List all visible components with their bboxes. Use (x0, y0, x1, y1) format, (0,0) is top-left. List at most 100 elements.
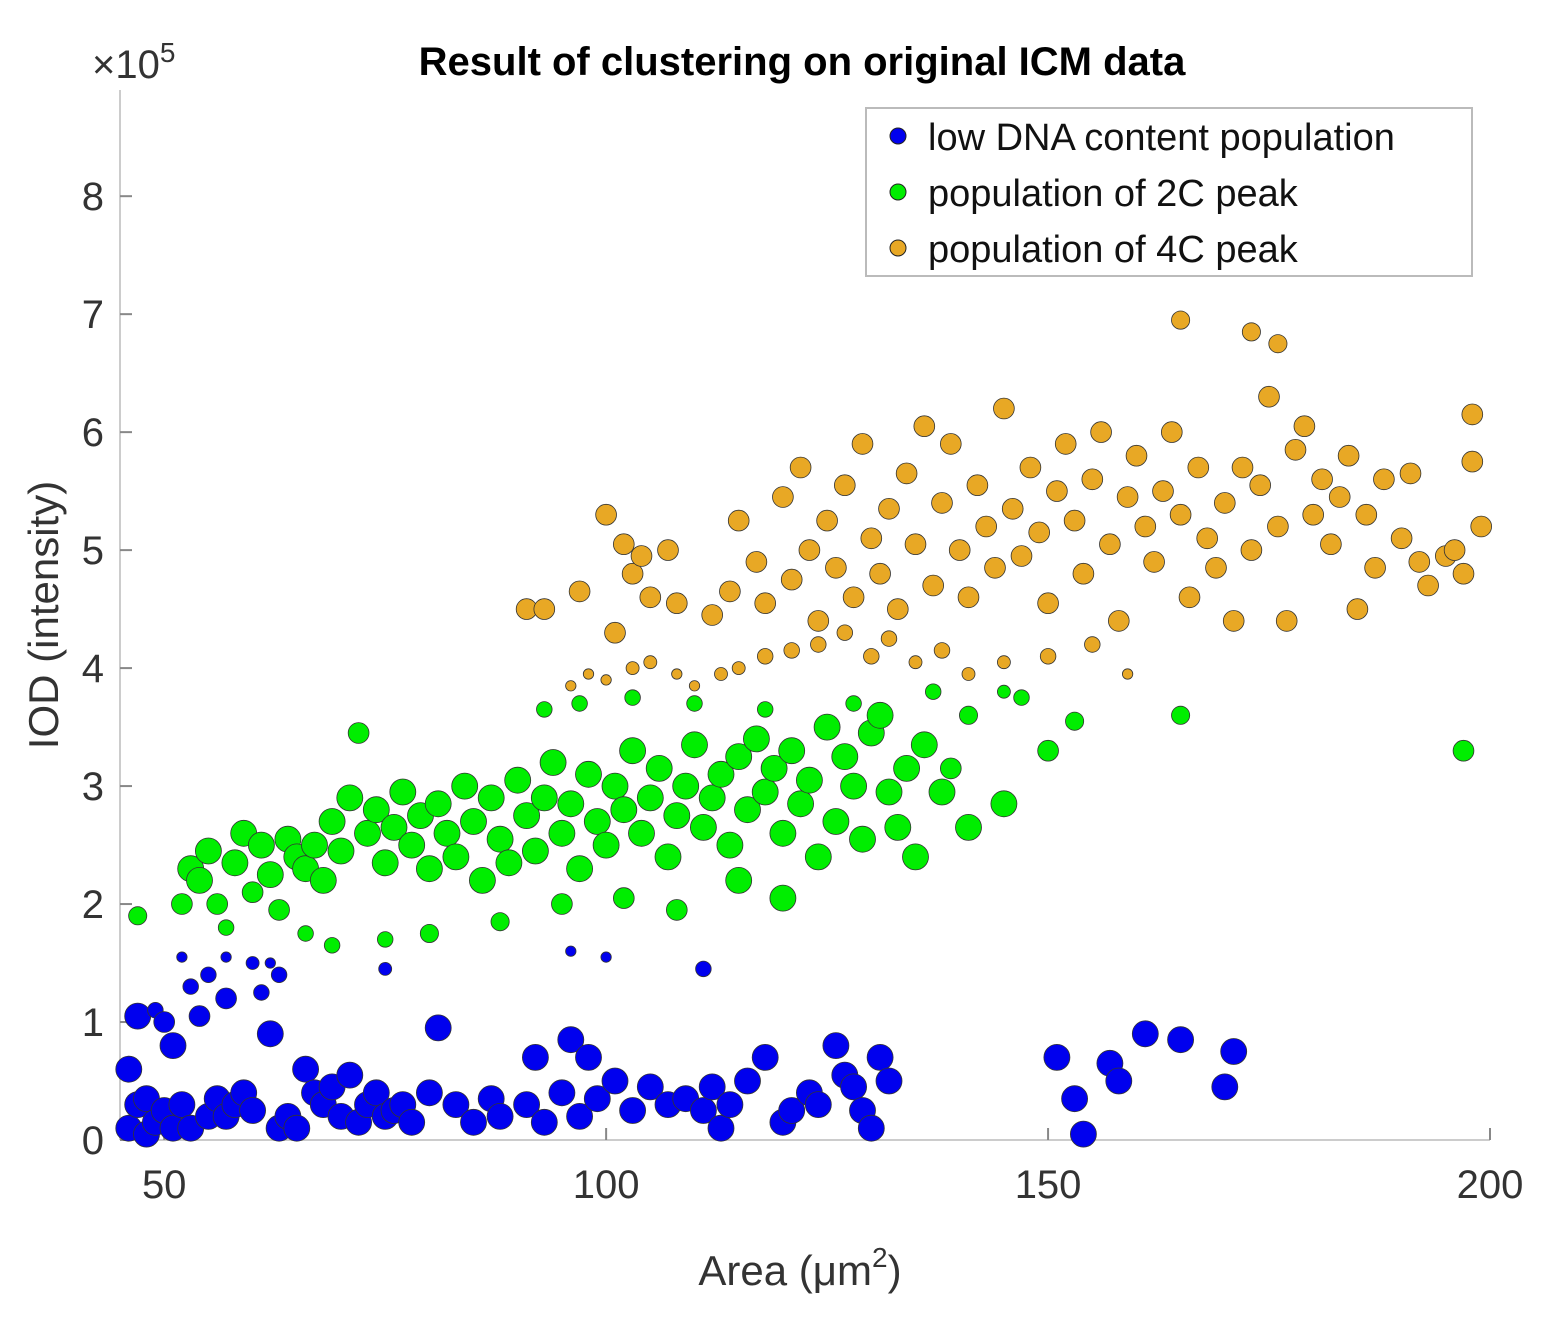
peak-2c-point (536, 701, 553, 718)
chart-title: Result of clustering on original ICM dat… (419, 40, 1186, 84)
peak-4c-point (798, 539, 821, 561)
peak-2c-point (336, 784, 364, 812)
peak-4c-point (1258, 385, 1280, 408)
peak-4c-point (600, 674, 612, 686)
low-dna-point (378, 962, 393, 976)
peak-2c-point (442, 843, 470, 871)
peak-4c-point (639, 586, 662, 609)
peak-2c-point (1013, 689, 1030, 706)
low-dna-point (283, 1114, 311, 1142)
peak-2c-point (990, 790, 1018, 818)
peak-4c-point (1063, 509, 1086, 532)
peak-2c-point (433, 819, 461, 847)
low-dna-point (264, 957, 276, 969)
peak-4c-point (1408, 551, 1431, 573)
peak-2c-point (619, 737, 646, 765)
peak-4c-point (657, 539, 679, 561)
low-dna-point (270, 966, 288, 984)
low-dna-point (182, 978, 199, 995)
low-dna-point (176, 951, 188, 963)
peak-4c-point (1099, 533, 1121, 555)
peak-4c-point (665, 592, 688, 614)
peak-2c-point (548, 819, 576, 847)
peak-2c-point (186, 867, 213, 894)
peak-2c-point (686, 695, 703, 712)
low-dna-point (513, 1091, 540, 1118)
peak-2c-point (893, 755, 920, 782)
peak-2c-point (309, 867, 337, 894)
data-points (115, 310, 1492, 1148)
peak-2c-point (1037, 739, 1059, 762)
y-axis-label: IOD (intensity) (20, 481, 67, 749)
peak-4c-point (1399, 462, 1422, 485)
low-dna-point (188, 1005, 211, 1027)
peak-2c-point (778, 737, 806, 765)
peak-2c-point (939, 757, 962, 780)
y-tick-label: 7 (82, 293, 104, 337)
peak-4c-point (1346, 598, 1369, 620)
peak-2c-point (822, 808, 850, 835)
peak-4c-point (1072, 562, 1095, 585)
low-dna-point (245, 956, 260, 970)
peak-2c-point (318, 808, 346, 835)
peak-4c-point (671, 668, 683, 680)
peak-4c-point (997, 655, 1011, 670)
peak-4c-point (908, 655, 923, 670)
peak-2c-point (698, 784, 726, 812)
peak-2c-point (628, 819, 655, 847)
peak-4c-point (1108, 610, 1130, 632)
low-dna-point (220, 951, 232, 963)
peak-2c-point (592, 831, 620, 859)
x-axis-label-close: ) (888, 1247, 902, 1294)
peak-4c-point (1275, 610, 1298, 632)
peak-4c-point (1452, 562, 1475, 585)
peak-4c-point (1222, 610, 1245, 632)
peak-2c-point (769, 884, 797, 912)
low-dna-point (734, 1067, 761, 1095)
x-tick-label: 50 (142, 1163, 187, 1207)
peak-4c-point (1205, 556, 1227, 579)
peak-2c-point (221, 849, 249, 877)
peak-4c-point (780, 568, 803, 591)
peak-4c-point (757, 648, 774, 665)
peak-4c-point (1461, 450, 1484, 473)
peak-4c-point (1443, 539, 1466, 561)
peak-4c-point (957, 586, 980, 609)
peak-4c-point (1152, 480, 1174, 502)
low-dna-point (530, 1108, 558, 1136)
peak-2c-point (217, 919, 235, 936)
low-dna-point (1220, 1038, 1248, 1065)
peak-4c-point (931, 492, 953, 514)
peak-4c-point (1268, 334, 1288, 354)
x-axis-label: Area (μm2) (698, 1242, 901, 1294)
peak-4c-point (1010, 545, 1033, 567)
peak-2c-point (557, 790, 585, 818)
peak-2c-point (716, 831, 744, 859)
peak-4c-point (565, 680, 577, 692)
peak-2c-point (610, 796, 638, 824)
y-tick-label: 1 (82, 1001, 104, 1045)
peak-2c-point (757, 701, 774, 718)
peak-2c-point (513, 802, 540, 829)
peak-2c-point (796, 766, 823, 794)
peak-4c-point (1122, 668, 1134, 680)
peak-2c-point (415, 855, 443, 883)
peak-2c-point (530, 784, 558, 812)
peak-4c-point (1161, 421, 1183, 443)
peak-2c-point (241, 881, 264, 903)
y-tick-label: 5 (82, 529, 104, 573)
x-axis-label-superscript: 2 (872, 1242, 888, 1273)
peak-4c-point (904, 533, 927, 555)
peak-2c-point (787, 790, 814, 818)
peak-4c-point (1284, 438, 1307, 461)
peak-4c-point (939, 433, 962, 455)
peak-2c-point (654, 843, 682, 871)
low-dna-point (707, 1114, 735, 1142)
peak-2c-point (725, 743, 753, 770)
y-tick-label: 6 (82, 411, 104, 455)
peak-2c-point (849, 825, 876, 853)
legend-label-low-dna: low DNA content population (928, 117, 1395, 159)
peak-2c-point (760, 755, 788, 782)
peak-4c-point (1081, 468, 1104, 491)
low-dna-point (875, 1067, 903, 1095)
